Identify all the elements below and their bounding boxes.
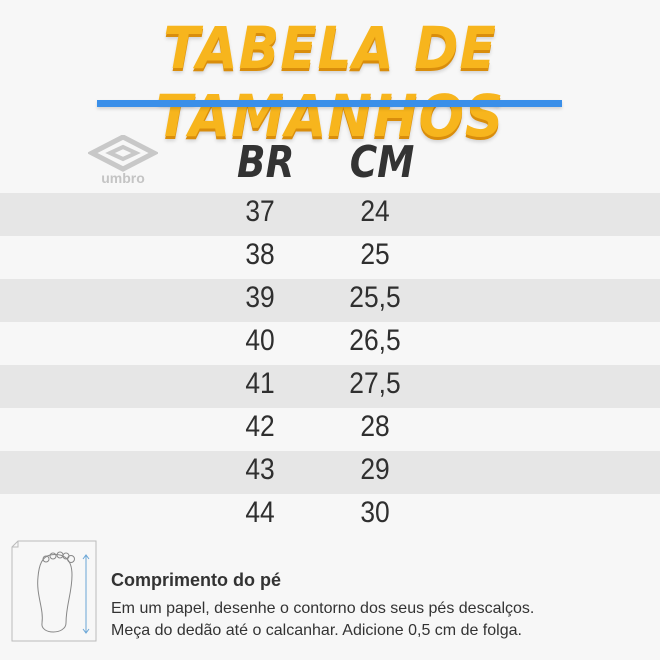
size-table: 37 24 38 25 39 25,5 40 26,5 41 27,5 42 28 43 29…	[0, 193, 660, 537]
cm-size: 27,5	[349, 367, 401, 400]
br-size: 39	[245, 281, 275, 314]
br-size: 43	[245, 453, 275, 486]
cm-size: 25	[360, 238, 390, 271]
cm-size: 30	[360, 496, 390, 529]
page-title: TABELA DE TAMANHOS	[155, 14, 505, 150]
cm-size: 28	[360, 410, 390, 443]
foot-measure-icon	[11, 540, 97, 642]
header-cm: CM	[349, 137, 415, 188]
cm-size: 25,5	[349, 281, 401, 314]
br-size: 40	[245, 324, 275, 357]
umbro-logo-icon	[88, 135, 158, 172]
br-size: 41	[245, 367, 275, 400]
br-size: 38	[245, 238, 275, 271]
footer-instruction-2: Meça do dedão até o calcanhar. Adicione …	[111, 622, 522, 639]
cm-size: 29	[360, 453, 390, 486]
title-underline	[97, 100, 562, 107]
table-row: 41 27,5	[0, 365, 660, 408]
table-row: 37 24	[0, 193, 660, 236]
table-row: 40 26,5	[0, 322, 660, 365]
cm-size: 26,5	[349, 324, 401, 357]
brand-name: umbro	[101, 170, 145, 186]
br-size: 37	[245, 195, 275, 228]
footer-instruction-1: Em um papel, desenhe o contorno dos seus…	[111, 600, 535, 617]
table-row: 38 25	[0, 236, 660, 279]
header-br: BR	[237, 137, 295, 188]
table-row: 43 29	[0, 451, 660, 494]
br-size: 44	[245, 496, 275, 529]
table-row: 42 28	[0, 408, 660, 451]
footer-title: Comprimento do pé	[111, 570, 281, 590]
br-size: 42	[245, 410, 275, 443]
table-row: 44 30	[0, 494, 660, 537]
table-row: 39 25,5	[0, 279, 660, 322]
cm-size: 24	[360, 195, 390, 228]
